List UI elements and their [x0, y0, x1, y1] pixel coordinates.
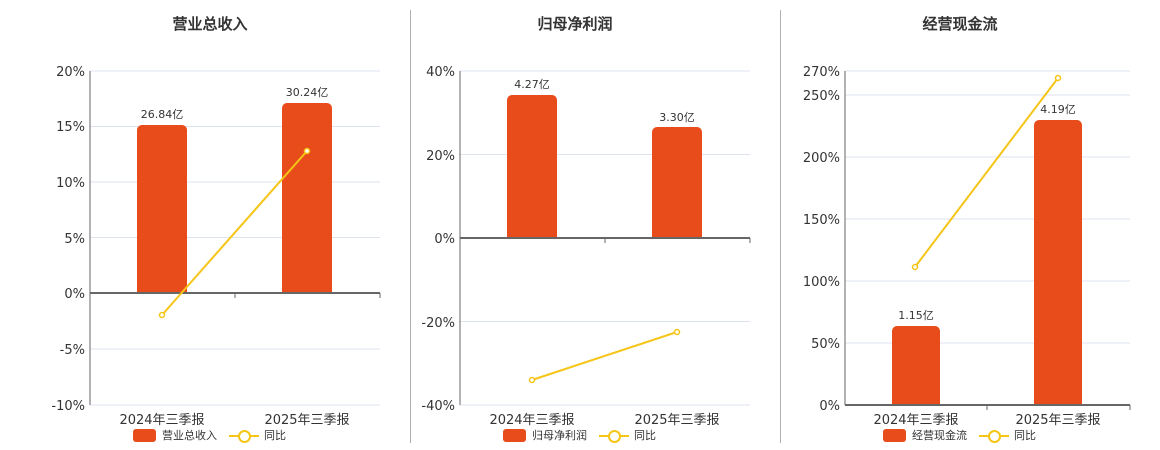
- svg-text:-20%: -20%: [421, 316, 455, 331]
- yoy-point[interactable]: [911, 263, 919, 271]
- chart-legend: 经营现金流 同比: [883, 427, 1036, 443]
- svg-text:0%: 0%: [434, 232, 455, 247]
- bar-value-label: 30.24亿: [286, 86, 329, 99]
- svg-text:-5%: -5%: [60, 343, 85, 358]
- line-legend-marker-icon[interactable]: [229, 429, 259, 443]
- svg-text:10%: 10%: [56, 176, 85, 191]
- chart-panel-revenue: 营业总收入 20% 15% 10% 5% 0% -5% -10% 26.84亿 …: [0, 0, 410, 450]
- bar-2024[interactable]: [507, 95, 557, 238]
- svg-text:40%: 40%: [426, 65, 455, 80]
- chart-legend: 营业总收入 同比: [133, 427, 286, 443]
- svg-text:0%: 0%: [819, 399, 840, 414]
- chart-title: 经营现金流: [922, 15, 998, 33]
- x-tick-label: 2025年三季报: [634, 413, 719, 428]
- bar-value-label: 3.30亿: [659, 111, 695, 124]
- bar-value-label: 26.84亿: [141, 108, 184, 121]
- svg-text:-10%: -10%: [51, 399, 85, 414]
- x-tick-label: 2025年三季报: [1015, 413, 1100, 428]
- svg-text:20%: 20%: [426, 149, 455, 164]
- y-tick-labels: 270% 250% 200% 150% 100% 50% 0%: [803, 65, 840, 414]
- svg-text:50%: 50%: [811, 337, 840, 352]
- yoy-point[interactable]: [1054, 74, 1062, 82]
- x-tick-label: 2024年三季报: [119, 413, 204, 428]
- legend-bar-label[interactable]: 营业总收入: [162, 429, 217, 442]
- chart-legend: 归母净利润 同比: [503, 427, 656, 443]
- svg-text:20%: 20%: [56, 65, 85, 80]
- chart-plot: 40% 20% 0% -20% -40% 4.27亿 3.30亿 2024年三季…: [421, 65, 751, 428]
- svg-text:5%: 5%: [64, 232, 85, 247]
- yoy-line: [531, 331, 678, 381]
- chart-panel-net-profit: 归母净利润 40% 20% 0% -20% -40% 4.27亿 3.30亿 2…: [421, 15, 751, 443]
- x-tick-label: 2024年三季报: [489, 413, 574, 428]
- x-tick-label: 2024年三季报: [873, 413, 958, 428]
- legend-line-label[interactable]: 同比: [264, 429, 286, 442]
- yoy-point[interactable]: [528, 376, 536, 384]
- bar-2025[interactable]: [282, 103, 332, 293]
- bar-legend-swatch[interactable]: [883, 428, 906, 442]
- line-legend-marker-icon[interactable]: [599, 429, 629, 443]
- bar-legend-swatch[interactable]: [133, 428, 156, 442]
- y-tick-labels: 20% 15% 10% 5% 0% -5% -10%: [51, 65, 85, 414]
- svg-text:15%: 15%: [56, 120, 85, 135]
- svg-text:150%: 150%: [803, 213, 840, 228]
- legend-bar-label[interactable]: 归母净利润: [532, 429, 587, 442]
- svg-text:0%: 0%: [64, 287, 85, 302]
- bar-value-label: 4.27亿: [514, 78, 550, 91]
- yoy-point[interactable]: [303, 147, 311, 155]
- legend-line-label[interactable]: 同比: [634, 429, 656, 442]
- yoy-point[interactable]: [673, 328, 681, 336]
- legend-bar-label[interactable]: 经营现金流: [912, 429, 967, 442]
- chart-plot: 20% 15% 10% 5% 0% -5% -10% 26.84亿 30.24亿…: [51, 65, 381, 428]
- line-legend-marker-icon[interactable]: [979, 429, 1009, 443]
- svg-text:100%: 100%: [803, 275, 840, 290]
- yoy-line: [161, 150, 308, 316]
- chart-title: 归母净利润: [537, 15, 613, 33]
- bar-2024[interactable]: [892, 326, 940, 405]
- legend-line-label[interactable]: 同比: [1014, 429, 1036, 442]
- panel-divider: [780, 10, 781, 443]
- yoy-line: [914, 77, 1059, 268]
- bar-value-label: 1.15亿: [898, 309, 934, 322]
- svg-text:-40%: -40%: [421, 399, 455, 414]
- bar-2025[interactable]: [652, 127, 702, 238]
- svg-text:250%: 250%: [803, 89, 840, 104]
- yoy-point[interactable]: [158, 311, 166, 319]
- bar-legend-swatch[interactable]: [503, 428, 526, 442]
- y-tick-labels: 40% 20% 0% -20% -40%: [421, 65, 455, 414]
- bar-2025[interactable]: [1034, 120, 1082, 405]
- chart-title: 营业总收入: [172, 15, 248, 33]
- svg-text:270%: 270%: [803, 65, 840, 80]
- bar-value-label: 4.19亿: [1040, 103, 1076, 116]
- panel-divider: [410, 10, 411, 443]
- svg-text:200%: 200%: [803, 151, 840, 166]
- x-tick-label: 2025年三季报: [264, 413, 349, 428]
- bar-2024[interactable]: [137, 125, 187, 293]
